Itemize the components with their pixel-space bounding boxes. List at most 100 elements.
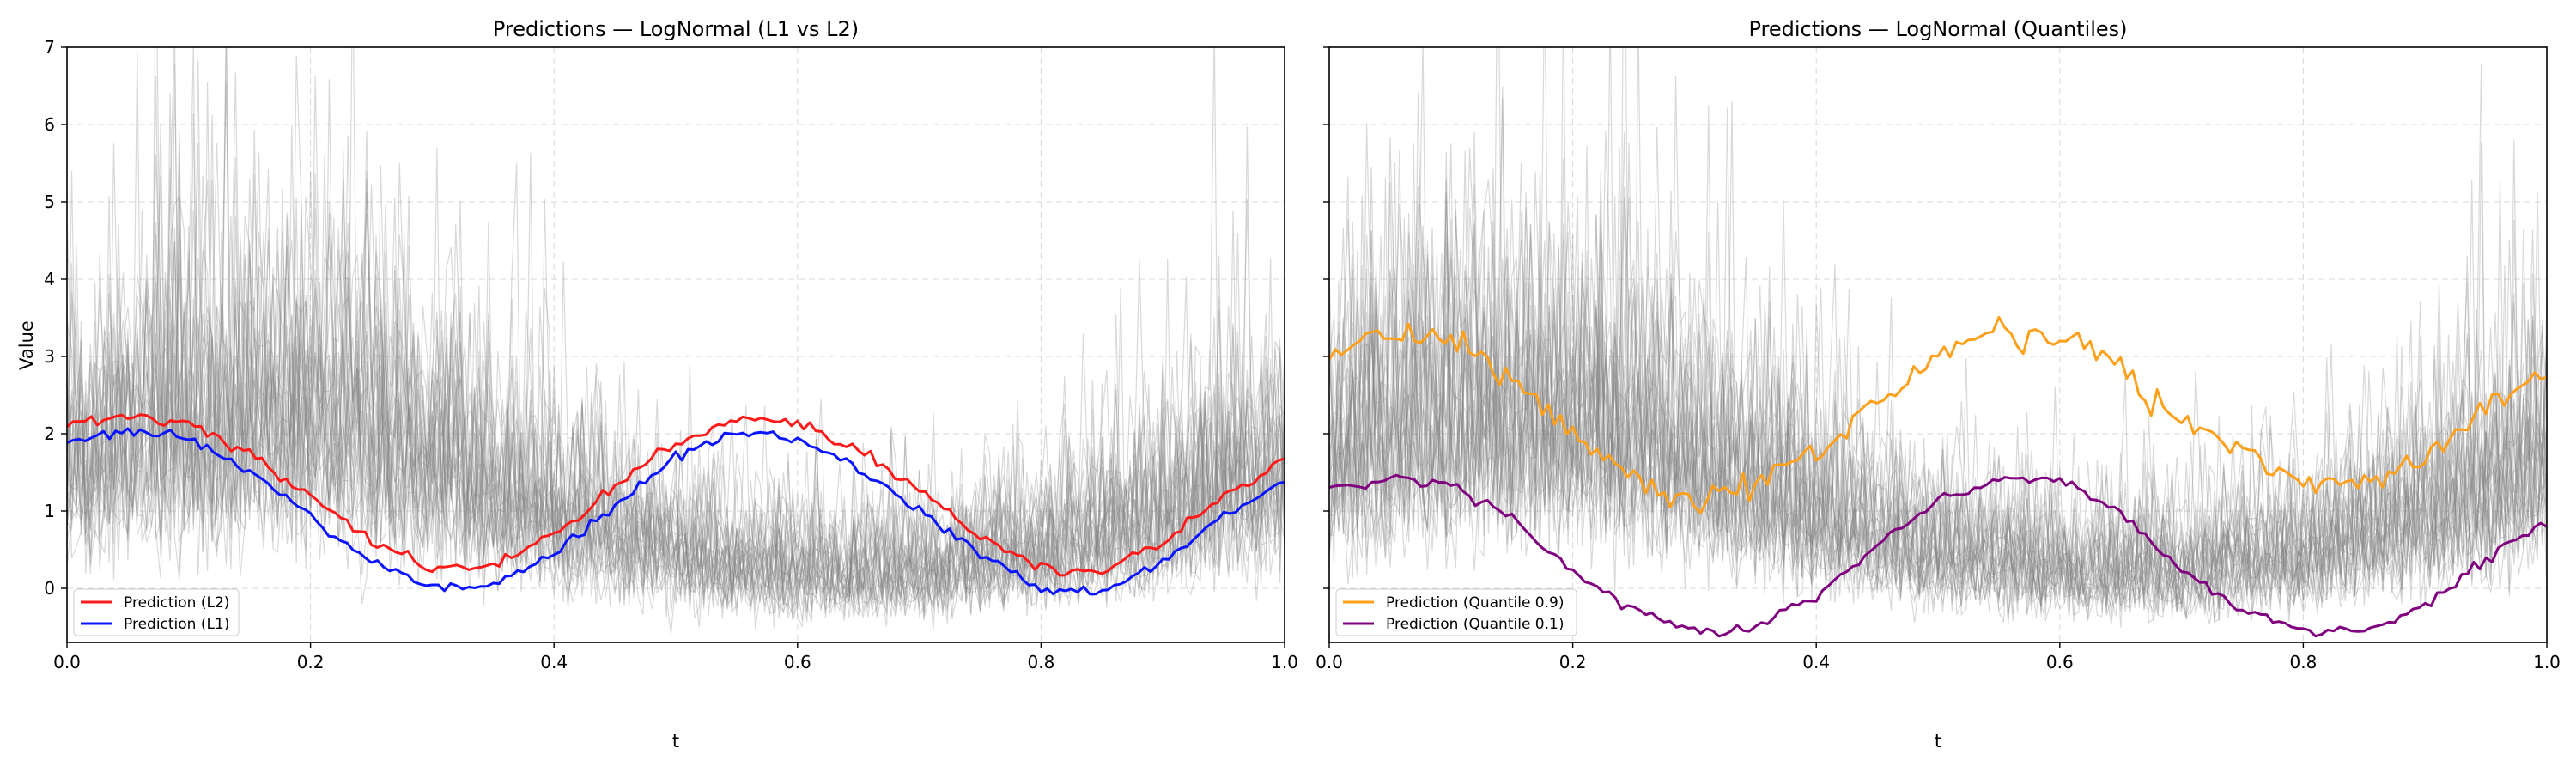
left-y-tick-label: 7 (44, 37, 55, 58)
left-plot-frame (66, 46, 1285, 643)
left-chart-panel: Predictions — LogNormal (L1 vs L2) 0.0 0.… (16, 17, 1298, 752)
left-sample-path (67, 245, 1285, 609)
left-chart-title: Predictions — LogNormal (L1 vs L2) (493, 17, 859, 41)
right-legend-label-q10: Prediction (Quantile 0.1) (1386, 616, 1564, 633)
left-legend-label-l1: Prediction (L1) (124, 616, 229, 633)
right-sample-path (1329, 158, 2547, 623)
right-sample-path (1329, 126, 2547, 625)
left-legend-box (73, 588, 240, 636)
right-sample-path (1329, 168, 2547, 612)
right-legend-label-q90: Prediction (Quantile 0.9) (1386, 594, 1564, 612)
left-x-ticks: 0.0 0.2 0.4 0.6 0.8 1.0 (53, 642, 1298, 673)
left-x-tick-label: 0.4 (540, 652, 568, 673)
right-plot-frame (1328, 46, 2548, 643)
right-sample-path (1329, 143, 2547, 618)
right-sample-path (1329, 177, 2547, 618)
right-sample-path (1329, 64, 2547, 615)
left-sample-path (67, 47, 1285, 617)
right-x-ticks: 0.0 0.2 0.4 0.6 0.8 1.0 (1315, 642, 2561, 673)
left-sample-path (67, 148, 1285, 634)
right-sample-path (1329, 47, 2547, 623)
right-sample-path (1329, 131, 2547, 617)
right-x-axis-label: t (1935, 731, 1941, 752)
right-sample-path (1329, 47, 2547, 617)
right-sample-path (1329, 47, 2547, 606)
left-y-tick-label: 3 (44, 346, 55, 367)
left-legend-label-l2: Prediction (L2) (124, 594, 229, 612)
left-x-tick-label: 0.0 (53, 652, 81, 673)
left-y-tick-label: 2 (44, 423, 55, 444)
left-sample-path (67, 114, 1285, 627)
right-series-lines (1329, 315, 2547, 638)
right-sample-path (1329, 47, 2547, 616)
right-sample-path (1329, 143, 2547, 624)
right-x-tick-label: 0.6 (2046, 652, 2074, 673)
left-sample-paths (67, 47, 1285, 634)
left-sample-path (67, 217, 1285, 618)
right-sample-path (1329, 105, 2547, 617)
left-x-tick-label: 0.6 (784, 652, 811, 673)
left-sample-path (67, 170, 1285, 618)
right-x-tick-label: 0.4 (1802, 652, 1830, 673)
left-sample-path (67, 72, 1285, 615)
left-sample-path (67, 165, 1285, 627)
right-sample-path (1329, 86, 2547, 616)
right-x-tick-label: 0.2 (1559, 652, 1587, 673)
left-sample-path (67, 92, 1285, 624)
left-sample-path (67, 55, 1285, 621)
right-legend: Prediction (Quantile 0.9) Prediction (Qu… (1335, 588, 1577, 636)
left-series-line-1 (67, 413, 1285, 577)
left-x-tick-label: 0.8 (1027, 652, 1054, 673)
right-sample-path (1329, 132, 2547, 611)
left-series-line-2 (67, 427, 1285, 596)
left-series-lines (67, 413, 1285, 596)
left-y-tick-label: 5 (44, 192, 55, 212)
right-sample-path (1329, 171, 2547, 624)
right-sample-path (1329, 47, 2547, 622)
left-y-axis-label: Value (16, 320, 37, 370)
right-sample-path (1329, 149, 2547, 628)
left-y-ticks: 0 1 2 3 4 5 6 7 (44, 37, 67, 599)
left-sample-path (67, 47, 1285, 608)
left-sample-path (67, 231, 1285, 615)
left-sample-path (67, 113, 1285, 618)
right-x-tick-label: 0.8 (2289, 652, 2317, 673)
left-sample-path (67, 79, 1285, 612)
left-sample-path (67, 126, 1285, 621)
right-sample-path (1329, 137, 2547, 619)
left-sample-path (67, 47, 1285, 629)
left-x-tick-label: 1.0 (1271, 652, 1298, 673)
right-x-tick-label: 0.0 (1315, 652, 1343, 673)
left-sample-path (67, 47, 1285, 621)
right-series-line-1 (1329, 315, 2547, 514)
left-sample-path (67, 64, 1285, 630)
left-y-tick-label: 1 (44, 501, 55, 521)
right-series-line-2 (1329, 473, 2547, 638)
left-sample-path (67, 76, 1285, 618)
left-sample-path (67, 47, 1285, 623)
left-y-tick-label: 4 (44, 269, 55, 289)
right-sample-path (1329, 182, 2547, 623)
right-sample-path (1329, 47, 2547, 613)
left-sample-path (67, 76, 1285, 619)
left-sample-path (67, 178, 1285, 617)
right-sample-path (1329, 203, 2547, 618)
left-x-tick-label: 0.2 (297, 652, 325, 673)
right-sample-paths (1329, 47, 2547, 628)
right-chart-panel: Predictions — LogNormal (Quantiles) 0.0 0… (1315, 17, 2561, 752)
left-sample-path (67, 60, 1285, 630)
right-chart-title: Predictions — LogNormal (Quantiles) (1748, 17, 2127, 41)
right-sample-path (1329, 214, 2547, 624)
left-legend: Prediction (L2) Prediction (L1) (73, 588, 240, 636)
right-legend-box (1335, 588, 1577, 636)
left-sample-path (67, 180, 1285, 621)
right-sample-path (1329, 147, 2547, 622)
left-sample-path (67, 82, 1285, 616)
right-sample-path (1329, 139, 2547, 616)
left-y-tick-label: 6 (44, 114, 55, 135)
right-sample-path (1329, 47, 2547, 624)
left-y-tick-label: 0 (44, 578, 55, 599)
right-y-ticks (1323, 46, 1329, 589)
